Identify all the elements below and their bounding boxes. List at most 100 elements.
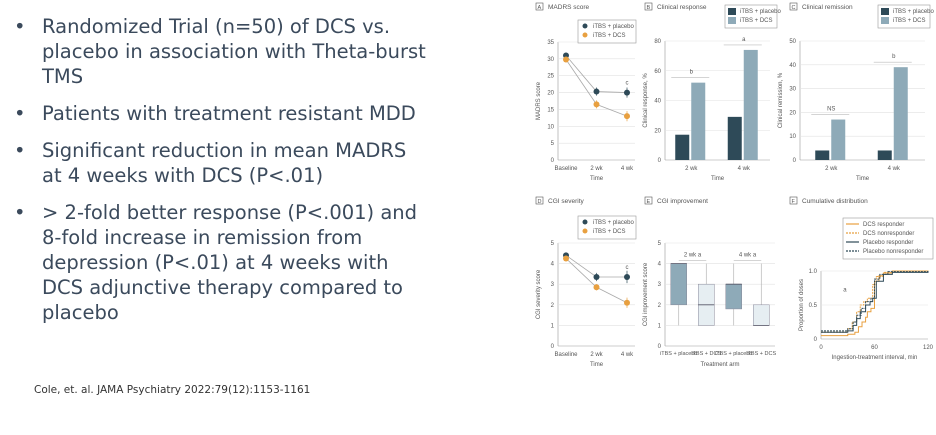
y-tick-label: 1	[551, 323, 555, 329]
panel-label: F	[792, 199, 796, 205]
box	[670, 263, 687, 306]
x-tick-label: 0	[819, 345, 823, 351]
y-tick-label: 30	[547, 57, 554, 63]
significance-mark: c	[626, 265, 629, 271]
bar	[675, 134, 690, 160]
x-tick-label: 2 wk	[685, 166, 698, 172]
panel-label-box	[535, 196, 544, 205]
significance-mark: a	[843, 287, 847, 293]
y-tick-label: 5	[551, 241, 555, 247]
y-tick-label: 0	[551, 158, 555, 164]
significance-mark: NS	[827, 107, 835, 113]
x-axis-label: Time	[590, 362, 604, 368]
legend-label: Placebo responder	[863, 240, 913, 246]
panel-label: E	[647, 199, 651, 205]
x-tick-label: iTBS + placebo	[715, 351, 752, 357]
x-tick-label: 4 wk	[738, 166, 751, 172]
group-label: 2 wk a	[684, 253, 702, 259]
x-axis-label: Time	[856, 176, 870, 182]
panel-label: A	[538, 5, 542, 11]
legend-label: iTBS + placebo	[593, 220, 635, 226]
y-tick-label: 80	[654, 39, 661, 45]
panel-label: B	[647, 5, 651, 11]
x-axis-label: Treatment arm	[700, 362, 739, 368]
bullet-icon: •	[14, 15, 26, 38]
x-tick-label: iTBS + DCS	[691, 351, 721, 357]
bar	[877, 150, 892, 160]
bar	[815, 150, 830, 160]
x-axis-label: Ingestion-treatment interval, min	[832, 355, 918, 361]
data-point	[563, 56, 569, 63]
panel-label-box	[644, 2, 653, 11]
y-tick-label: 4	[658, 262, 662, 268]
bullet-icon: •	[14, 201, 26, 224]
x-tick-label: 2 wk	[590, 352, 603, 358]
y-tick-label: 10	[547, 124, 554, 130]
chart-title: CGI severity	[548, 198, 585, 205]
bullet-item: • > 2-fold better response (P<.001) and 8…	[12, 200, 432, 325]
y-tick-label: 0	[814, 337, 818, 343]
legend-label: iTBS + DCS	[740, 18, 773, 24]
series-line	[565, 55, 628, 93]
y-tick-label: 1	[658, 323, 662, 329]
significance-mark: c	[626, 81, 629, 87]
y-tick-label: 10	[789, 134, 796, 140]
y-axis-label: Proportion of doses	[799, 279, 805, 331]
bullet-text: Significant reduction in mean MADRS at 4…	[42, 139, 407, 187]
y-tick-label: 20	[789, 110, 796, 116]
panel-label: D	[538, 199, 542, 205]
bar	[691, 82, 706, 160]
y-tick-label: 40	[654, 99, 661, 105]
bullet-icon: •	[14, 139, 26, 162]
legend-box	[577, 19, 637, 44]
legend-swatch	[728, 8, 736, 15]
x-axis-label: Time	[711, 176, 725, 182]
significance-mark: b	[892, 54, 896, 60]
legend-swatch	[881, 8, 889, 15]
legend-swatch	[582, 219, 588, 225]
y-tick-label: 3	[551, 282, 555, 288]
bullet-item: • Significant reduction in mean MADRS at …	[12, 138, 432, 188]
legend-swatch	[582, 32, 588, 38]
x-tick-label: Baseline	[554, 166, 578, 172]
y-tick-label: 20	[654, 128, 661, 134]
legend-swatch	[582, 23, 588, 29]
y-tick-label: 30	[789, 87, 796, 93]
bullet-item: • Randomized Trial (n=50) of DCS vs. plac…	[12, 14, 432, 89]
panel-label-box	[644, 196, 653, 205]
y-tick-label: 0	[658, 158, 662, 164]
x-axis-label: Time	[590, 176, 604, 182]
bar	[727, 116, 742, 160]
y-axis-label: Clinical response, %	[643, 73, 649, 128]
box	[725, 283, 742, 310]
data-point	[624, 89, 630, 96]
data-point	[593, 284, 600, 291]
y-tick-label: 25	[547, 74, 554, 80]
legend-label: Placebo nonresponder	[863, 249, 923, 255]
bullet-text: Randomized Trial (n=50) of DCS vs. place…	[42, 15, 426, 88]
data-point	[563, 255, 569, 262]
y-tick-label: 0	[793, 158, 797, 164]
data-point	[593, 101, 600, 108]
legend-label: iTBS + placebo	[593, 24, 635, 30]
legend-label: iTBS + placebo	[740, 9, 782, 15]
chart-title: CGI improvement	[657, 198, 708, 205]
y-tick-label: 5	[658, 241, 662, 247]
y-tick-label: 3	[658, 282, 662, 288]
y-axis-label: CGI improvement score	[643, 262, 649, 326]
legend-box	[877, 4, 931, 29]
chart-title: Clinical response	[657, 4, 707, 11]
x-tick-label: Baseline	[554, 352, 578, 358]
y-tick-label: 2	[551, 303, 555, 309]
panel-label: C	[792, 5, 796, 11]
y-tick-label: 0	[551, 344, 555, 350]
significance-mark: b	[690, 70, 694, 76]
y-tick-label: 0	[658, 344, 662, 350]
legend-label: iTBS + DCS	[593, 229, 626, 235]
chart-title: Clinical remission	[802, 4, 853, 11]
x-tick-label: iTBS + placebo	[660, 351, 697, 357]
legend-swatch	[582, 228, 588, 234]
legend-label: iTBS + placebo	[893, 9, 935, 15]
y-tick-label: 50	[789, 39, 796, 45]
